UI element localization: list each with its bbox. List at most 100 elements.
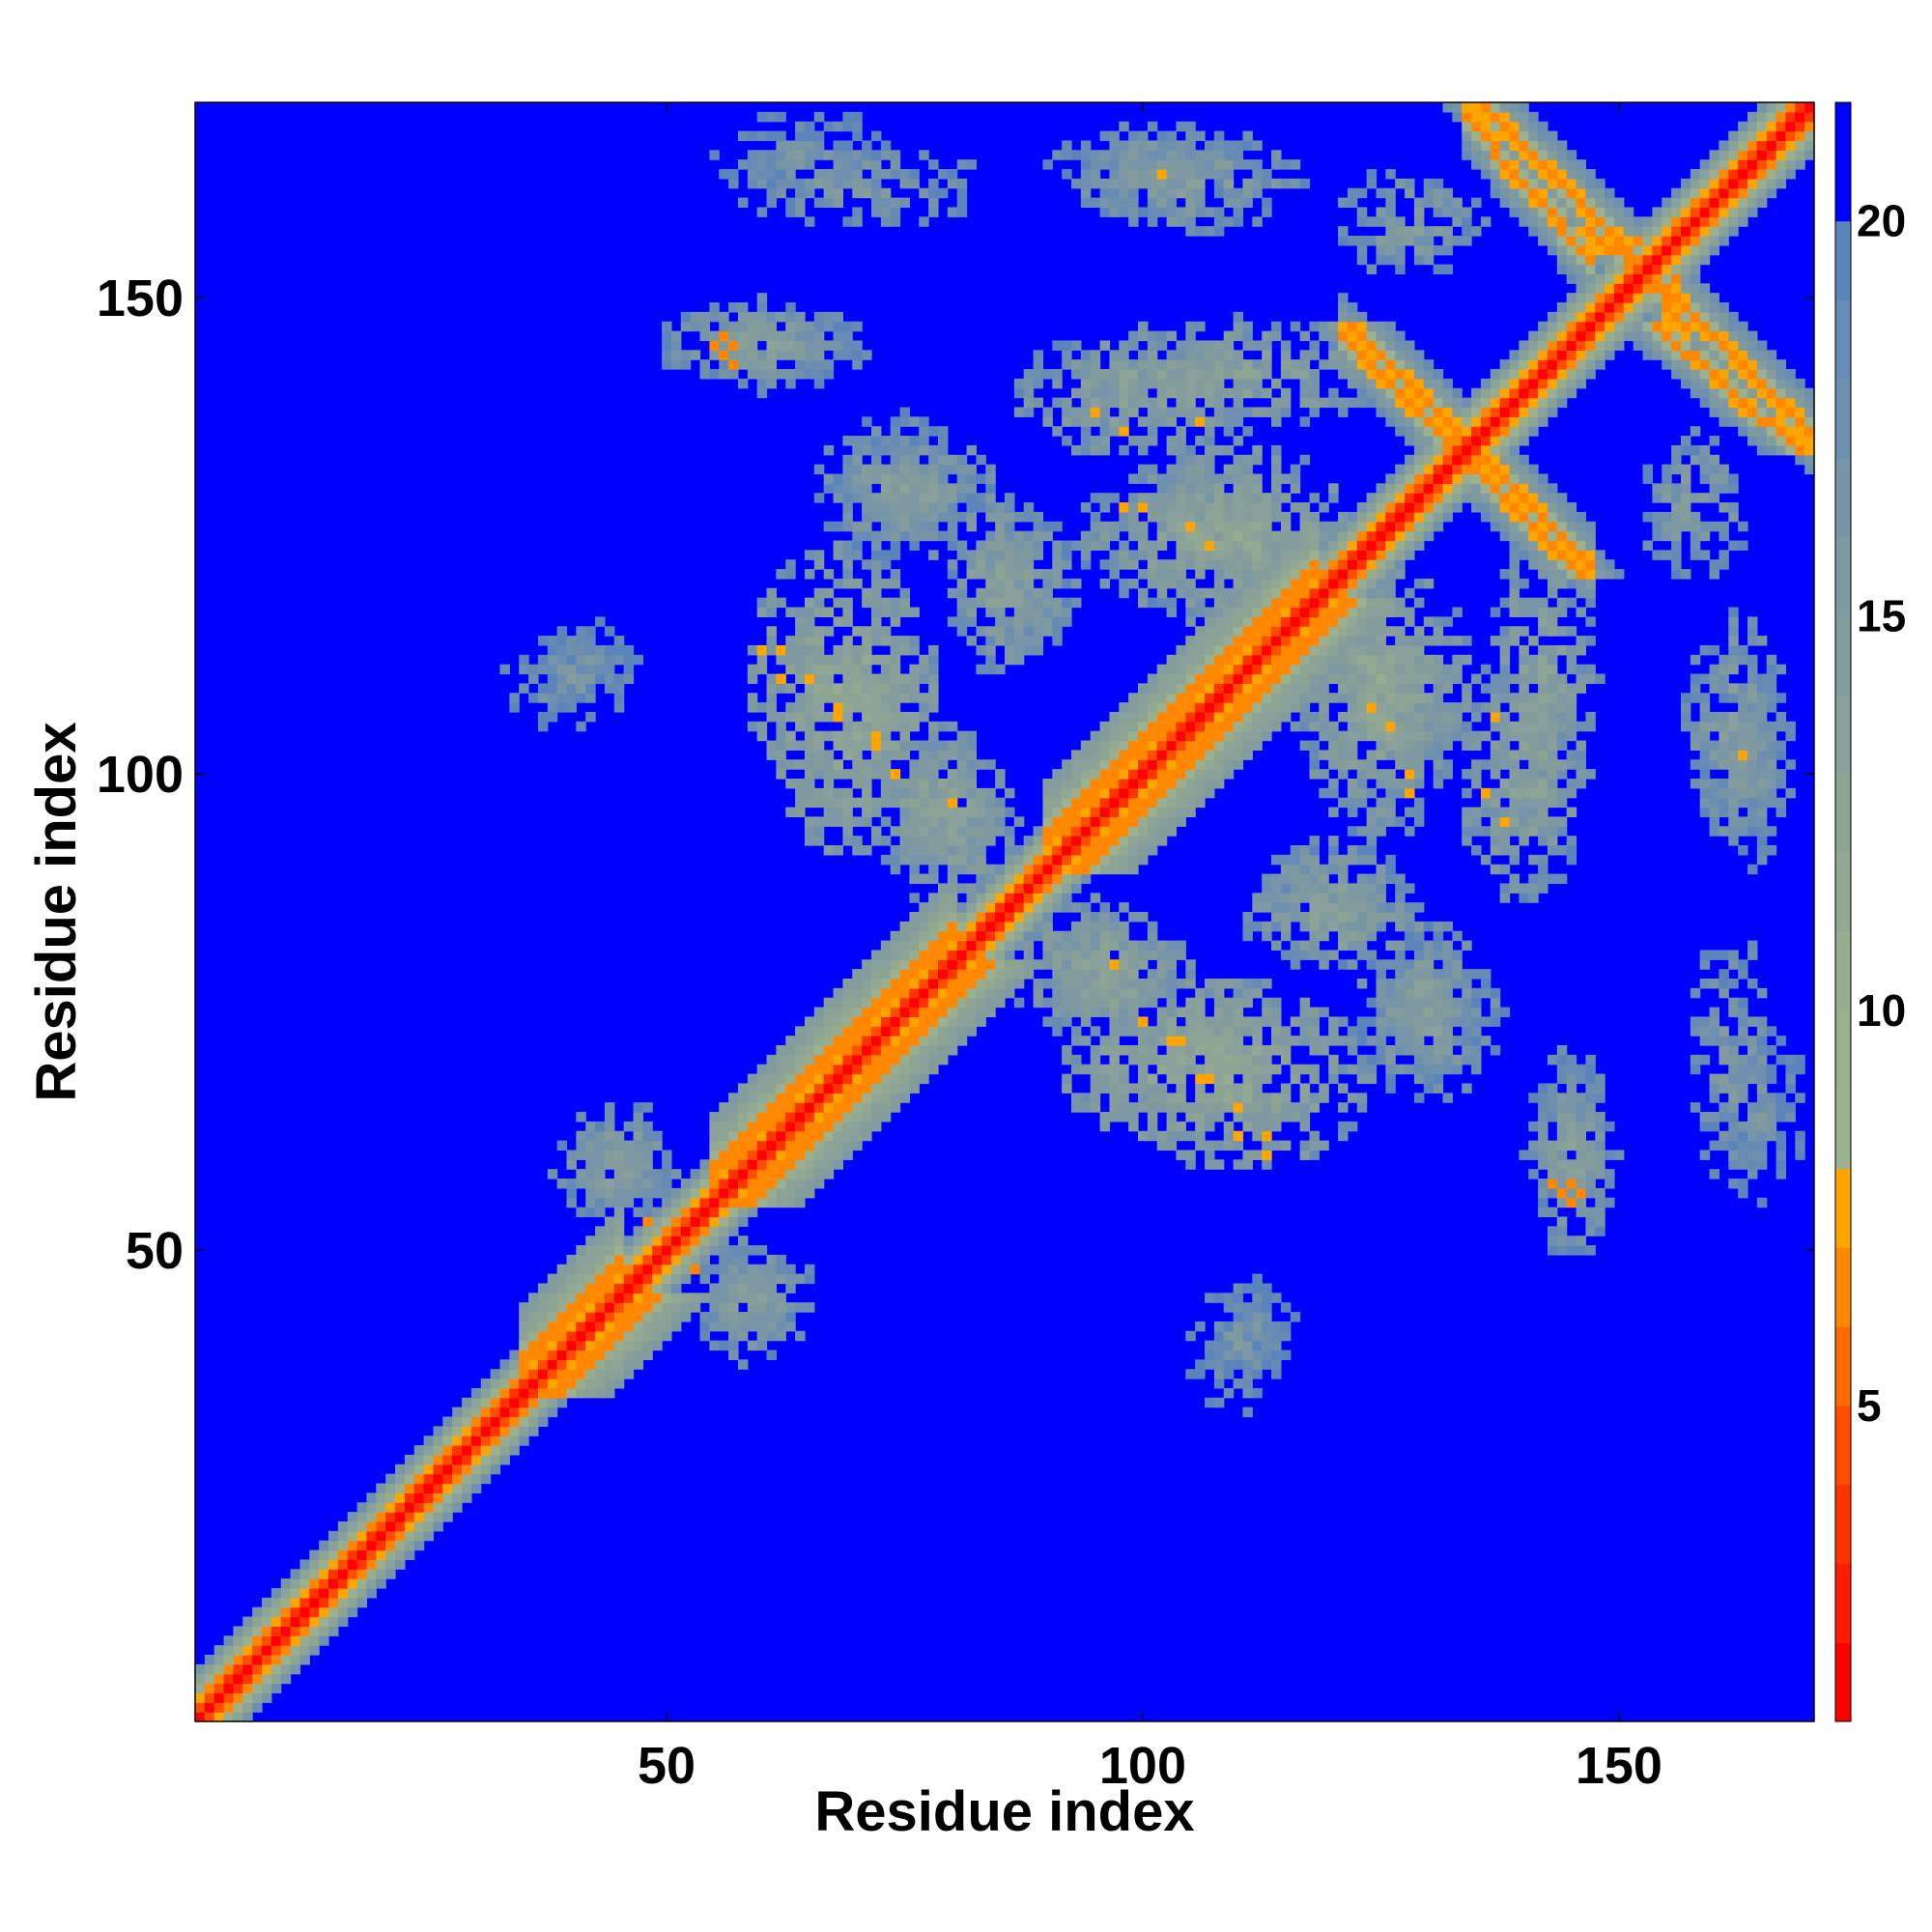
- heatmap-cell: [613, 1312, 625, 1322]
- heatmap-cell: [585, 1359, 596, 1370]
- heatmap-cell: [1033, 530, 1044, 542]
- heatmap-cell: [1252, 369, 1263, 380]
- heatmap-cell: [1280, 521, 1292, 532]
- heatmap-cell: [737, 1293, 749, 1303]
- heatmap-cell: [862, 683, 872, 694]
- heatmap-cell: [528, 1369, 539, 1379]
- heatmap-cell: [995, 807, 1006, 818]
- heatmap-cell: [947, 1045, 958, 1056]
- heatmap-cell: [966, 844, 978, 856]
- heatmap-cell: [813, 787, 825, 799]
- heatmap-cell: [1328, 759, 1339, 770]
- heatmap-cell: [1213, 587, 1225, 599]
- heatmap-cell: [519, 1406, 529, 1418]
- heatmap-cell: [719, 1207, 729, 1218]
- heatmap-cell: [804, 1159, 815, 1170]
- heatmap-cell: [470, 1416, 482, 1427]
- heatmap-cell: [1071, 816, 1082, 827]
- heatmap-cell: [366, 1520, 377, 1532]
- heatmap-cell: [1128, 330, 1139, 342]
- heatmap-cell: [1195, 1369, 1206, 1379]
- heatmap-cell: [776, 569, 786, 580]
- heatmap-cell: [976, 597, 986, 609]
- heatmap-cell: [1213, 1036, 1225, 1046]
- heatmap-cell: [1119, 540, 1129, 551]
- heatmap-cell: [1328, 330, 1339, 342]
- heatmap-cell: [1195, 502, 1206, 513]
- heatmap-cell: [956, 912, 968, 923]
- heatmap-cell: [1319, 930, 1329, 942]
- heatmap-cell: [519, 654, 529, 666]
- heatmap-cell: [1299, 350, 1311, 360]
- heatmap-cell: [937, 940, 949, 952]
- heatmap-cell: [995, 902, 1006, 913]
- heatmap-cell: [1099, 930, 1111, 942]
- heatmap-cell: [1271, 702, 1282, 713]
- heatmap-cell: [937, 426, 949, 437]
- heatmap-cell: [423, 1445, 435, 1456]
- heatmap-cell: [842, 1112, 853, 1122]
- heatmap-cell: [1319, 769, 1329, 780]
- heatmap-cell: [1366, 530, 1378, 542]
- heatmap-cell: [995, 502, 1006, 513]
- heatmap-cell: [737, 302, 749, 313]
- heatmap-cell: [1385, 321, 1396, 332]
- heatmap-cell: [490, 1426, 501, 1436]
- heatmap-cell: [290, 1578, 301, 1589]
- heatmap-cell: [1185, 169, 1196, 180]
- heatmap-cell: [956, 950, 968, 960]
- heatmap-cell: [1062, 436, 1072, 446]
- heatmap-cell: [870, 530, 882, 542]
- heatmap-cell: [1185, 787, 1196, 799]
- heatmap-cell: [766, 1197, 777, 1208]
- heatmap-cell: [909, 836, 920, 846]
- heatmap-cell: [1013, 873, 1025, 885]
- heatmap-cell: [1185, 1150, 1196, 1160]
- heatmap-cell: [862, 636, 872, 646]
- heatmap-cell: [1271, 854, 1282, 866]
- heatmap-cell: [1090, 769, 1101, 780]
- heatmap-cell: [1147, 330, 1158, 342]
- heatmap-cell: [804, 140, 815, 151]
- heatmap-cell: [1290, 540, 1301, 551]
- heatmap-cell: [928, 511, 939, 523]
- heatmap-cell: [1080, 1036, 1092, 1046]
- heatmap-cell: [642, 1293, 653, 1303]
- heatmap-cell: [470, 1454, 482, 1465]
- heatmap-cell: [785, 1140, 796, 1151]
- heatmap-cell: [976, 997, 986, 1009]
- heatmap-cell: [747, 664, 758, 675]
- heatmap-cell: [776, 1054, 786, 1065]
- heatmap-cell: [1138, 787, 1149, 799]
- heatmap-cell: [728, 1179, 739, 1189]
- heatmap-cell: [1309, 607, 1320, 617]
- heatmap-cell: [433, 1435, 443, 1446]
- heatmap-cell: [1338, 1121, 1349, 1132]
- heatmap-cell: [1271, 587, 1282, 599]
- heatmap-cell: [880, 959, 892, 970]
- heatmap-cell: [1099, 778, 1111, 789]
- heatmap-cell: [452, 1435, 463, 1446]
- heatmap-cell: [1195, 997, 1206, 1009]
- heatmap-cell: [823, 1064, 835, 1075]
- heatmap-cell: [1109, 140, 1120, 151]
- heatmap-cell: [1309, 1130, 1320, 1142]
- heatmap-cell: [1023, 587, 1035, 599]
- heatmap-cell: [1052, 369, 1063, 380]
- heatmap-cell: [1395, 359, 1406, 370]
- heatmap-cell: [385, 1530, 396, 1542]
- heatmap-cell: [1052, 959, 1063, 970]
- heatmap-cell: [976, 816, 986, 827]
- heatmap-cell: [785, 740, 796, 751]
- heatmap-cell: [1195, 1140, 1206, 1151]
- heatmap-cell: [509, 1369, 520, 1379]
- heatmap-cell: [928, 702, 939, 713]
- heatmap-cell: [1071, 1064, 1082, 1075]
- heatmap-cell: [1090, 930, 1101, 942]
- heatmap-cell: [1138, 140, 1149, 151]
- heatmap-cell: [1347, 540, 1358, 551]
- heatmap-cell: [1099, 902, 1111, 913]
- heatmap-cell: [1252, 1340, 1263, 1351]
- heatmap-cell: [1213, 673, 1225, 684]
- heatmap-cell: [376, 1512, 386, 1522]
